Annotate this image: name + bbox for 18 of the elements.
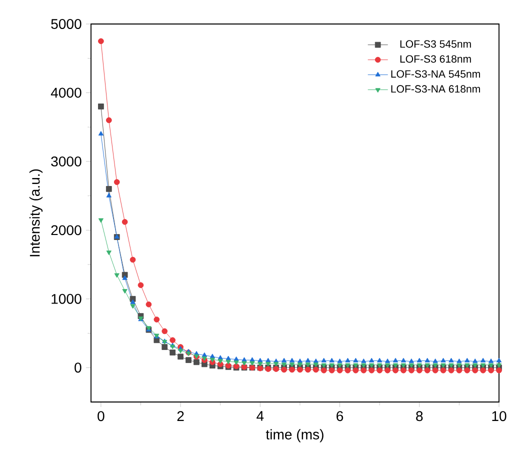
x-axis-title: time (ms) xyxy=(266,429,324,442)
legend-label: LOF-S3-NA 545nm xyxy=(391,70,480,78)
y-tick-label: 5000 xyxy=(51,19,82,29)
y-axis-title: Intensity (a.u.) xyxy=(29,169,43,256)
x-tick-label: 8 xyxy=(416,411,423,422)
y-tick-label: 3000 xyxy=(51,156,82,166)
legend-label: LOF-S3 545nm xyxy=(400,40,471,48)
x-tick-label: 0 xyxy=(98,411,104,422)
x-tick-label: 6 xyxy=(336,411,344,422)
y-tick-label: 1000 xyxy=(52,294,82,304)
legend-label: LOF-S3 618nm xyxy=(400,55,471,63)
y-tick-label: 0 xyxy=(74,362,82,373)
x-tick-label: 10 xyxy=(492,411,506,422)
y-tick-label: 4000 xyxy=(50,88,82,98)
x-tick-label: 2 xyxy=(177,411,184,421)
x-tick-label: 4 xyxy=(256,411,264,421)
legend-label: LOF-S3-NA 618nm xyxy=(391,85,480,93)
y-tick-label: 2000 xyxy=(51,225,82,236)
